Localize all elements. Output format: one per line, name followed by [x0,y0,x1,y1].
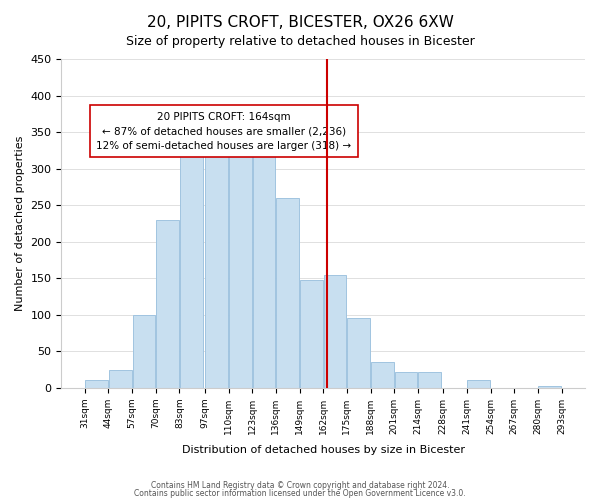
Bar [253,128,275,388]
Bar [109,370,131,388]
Text: Size of property relative to detached houses in Bicester: Size of property relative to detached ho… [125,35,475,48]
Text: Contains public sector information licensed under the Open Government Licence v3: Contains public sector information licen… [134,488,466,498]
Bar [300,280,323,388]
Bar [85,380,108,388]
Bar [133,314,155,388]
Bar [277,198,299,388]
Y-axis label: Number of detached properties: Number of detached properties [15,136,25,311]
Bar [467,380,490,388]
Bar [205,118,228,388]
Bar [347,318,370,388]
Bar [229,118,252,388]
Bar [395,372,418,388]
Bar [156,220,179,388]
X-axis label: Distribution of detached houses by size in Bicester: Distribution of detached houses by size … [182,445,465,455]
Text: 20, PIPITS CROFT, BICESTER, OX26 6XW: 20, PIPITS CROFT, BICESTER, OX26 6XW [146,15,454,30]
Bar [371,362,394,388]
Bar [323,274,346,388]
Bar [538,386,561,388]
Bar [418,372,441,388]
Text: Contains HM Land Registry data © Crown copyright and database right 2024.: Contains HM Land Registry data © Crown c… [151,481,449,490]
Text: 20 PIPITS CROFT: 164sqm
← 87% of detached houses are smaller (2,236)
12% of semi: 20 PIPITS CROFT: 164sqm ← 87% of detache… [96,112,351,151]
Bar [180,121,203,388]
